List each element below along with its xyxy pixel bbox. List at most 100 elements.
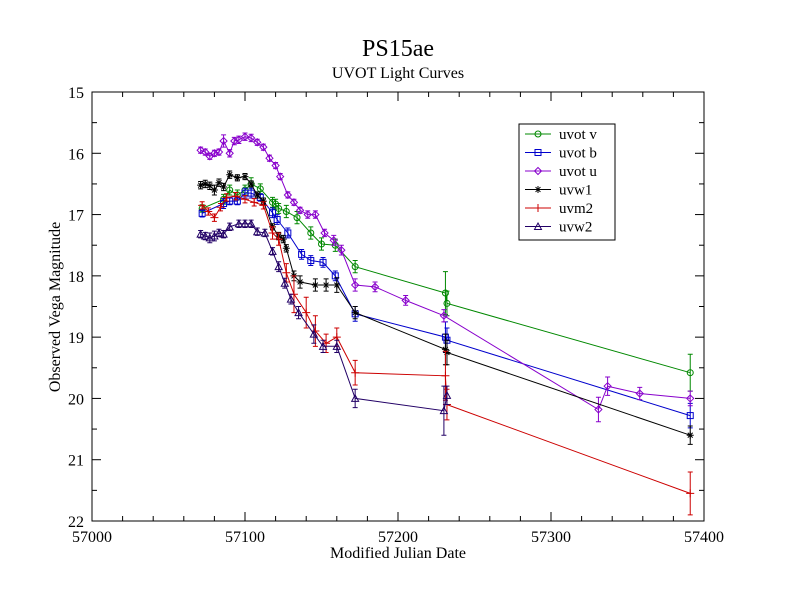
data-point bbox=[240, 219, 250, 228]
y-tick-label: 17 bbox=[68, 208, 84, 225]
data-point bbox=[219, 229, 228, 238]
data-point bbox=[220, 183, 228, 191]
legend-entry: uvot b bbox=[525, 146, 597, 162]
data-point bbox=[197, 181, 205, 189]
data-point bbox=[309, 329, 319, 338]
y-tick-label: 19 bbox=[68, 330, 84, 347]
plot-marks bbox=[196, 132, 695, 516]
legend-swatch-marker bbox=[533, 221, 543, 230]
error-bar bbox=[311, 324, 317, 344]
data-point bbox=[233, 197, 241, 205]
data-point bbox=[295, 206, 305, 215]
data-point bbox=[283, 190, 293, 200]
x-tick-label: 57200 bbox=[378, 529, 418, 546]
data-point bbox=[286, 294, 296, 303]
data-point bbox=[603, 381, 612, 391]
series-line-uvm2 bbox=[201, 195, 691, 494]
data-point bbox=[274, 235, 283, 244]
y-tick-label: 16 bbox=[68, 146, 84, 163]
chart-title: PS15ae bbox=[362, 36, 434, 62]
data-point bbox=[247, 180, 255, 188]
legend-swatch-marker bbox=[534, 204, 542, 212]
data-point bbox=[686, 489, 695, 498]
x-tick-label: 57000 bbox=[72, 529, 112, 546]
legend-swatch-marker bbox=[534, 186, 542, 193]
error-bar bbox=[444, 385, 450, 406]
data-point bbox=[439, 311, 449, 320]
data-point bbox=[686, 369, 694, 377]
data-point bbox=[210, 186, 218, 194]
data-point bbox=[260, 228, 270, 237]
data-point bbox=[282, 268, 291, 277]
data-point bbox=[282, 244, 290, 252]
y-tick-label: 18 bbox=[68, 269, 84, 286]
data-point bbox=[246, 219, 256, 228]
error-bar bbox=[595, 396, 601, 423]
data-point bbox=[200, 231, 210, 240]
data-point bbox=[234, 219, 244, 228]
legend-box bbox=[518, 123, 616, 241]
data-point bbox=[441, 345, 449, 353]
error-bar bbox=[605, 376, 611, 396]
data-point bbox=[215, 179, 223, 187]
data-point bbox=[635, 389, 644, 398]
data-point bbox=[201, 147, 210, 157]
data-point bbox=[241, 195, 249, 204]
data-point bbox=[294, 308, 303, 317]
data-point bbox=[350, 393, 360, 402]
y-tick-label: 20 bbox=[68, 391, 84, 408]
data-point bbox=[196, 229, 205, 238]
data-point bbox=[319, 258, 327, 266]
data-point bbox=[370, 282, 380, 292]
data-point bbox=[307, 257, 315, 265]
data-point bbox=[439, 406, 449, 415]
data-point bbox=[307, 229, 315, 237]
data-point bbox=[322, 281, 330, 289]
error-bar bbox=[352, 388, 358, 409]
data-point bbox=[214, 147, 224, 157]
data-point bbox=[332, 341, 342, 350]
data-point bbox=[241, 173, 249, 181]
y-axis-label: Observed Vega Magnitude bbox=[47, 222, 64, 392]
data-point bbox=[233, 174, 241, 182]
data-point bbox=[318, 341, 328, 350]
data-point bbox=[320, 228, 329, 238]
data-point bbox=[443, 299, 451, 307]
data-point bbox=[686, 394, 695, 403]
data-point bbox=[268, 228, 277, 237]
data-point bbox=[273, 215, 281, 223]
legend-entry: uvw2 bbox=[525, 220, 592, 236]
legend-entry: uvm2 bbox=[525, 201, 593, 217]
data-point bbox=[351, 368, 360, 377]
data-point bbox=[441, 371, 450, 380]
data-point bbox=[206, 182, 214, 190]
chart-subtitle: UVOT Light Curves bbox=[332, 65, 464, 82]
error-bar bbox=[308, 226, 314, 240]
legend-swatch-marker bbox=[534, 149, 542, 156]
data-point bbox=[246, 133, 256, 143]
legend-swatch-marker bbox=[533, 166, 543, 176]
y-tick-label: 21 bbox=[68, 453, 84, 470]
data-point bbox=[210, 213, 219, 222]
error-bar bbox=[687, 390, 693, 407]
data-point bbox=[225, 149, 234, 158]
data-point bbox=[282, 208, 290, 216]
data-point bbox=[302, 308, 311, 317]
data-point bbox=[275, 172, 285, 181]
data-point bbox=[269, 209, 277, 217]
data-point bbox=[259, 142, 268, 152]
data-point bbox=[274, 262, 283, 271]
x-tick-label: 57400 bbox=[684, 529, 724, 546]
data-point bbox=[226, 186, 234, 194]
data-point bbox=[442, 390, 452, 399]
series-line-uvw2 bbox=[200, 223, 448, 412]
data-point bbox=[268, 246, 277, 255]
data-point bbox=[311, 210, 320, 219]
data-point bbox=[250, 198, 259, 207]
data-point bbox=[280, 278, 290, 287]
data-point bbox=[441, 289, 449, 297]
legend-entry: uvot v bbox=[525, 127, 597, 143]
data-point bbox=[686, 431, 694, 439]
data-point bbox=[296, 278, 304, 286]
